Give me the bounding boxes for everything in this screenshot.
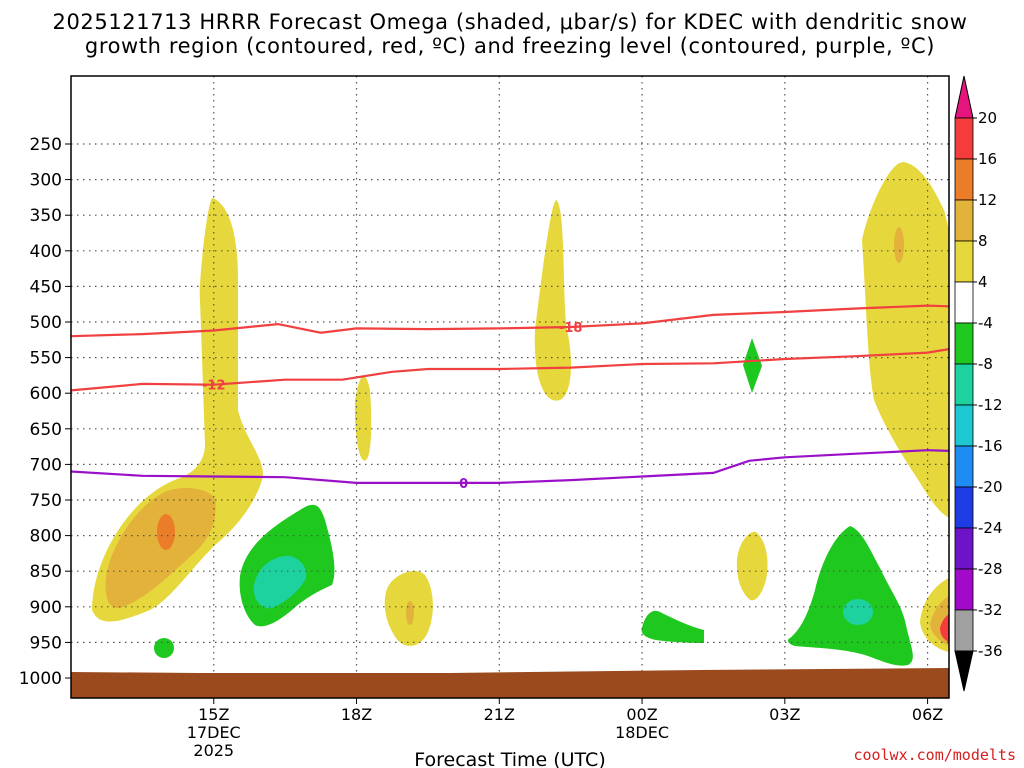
- colorbar-swatch: [954, 199, 974, 242]
- colorbar-swatch: [954, 363, 974, 406]
- colorbar-swatch: [954, 281, 974, 324]
- colorbar-swatch: [954, 322, 974, 365]
- y-tick-label: 350: [30, 206, 62, 226]
- x-tick-label: 00Z: [626, 705, 657, 724]
- y-axis: 250 300 350 400 450 500 550 600 650 700 750 800 850 9…: [19, 135, 71, 689]
- contour-label-0: 0: [459, 477, 468, 492]
- colorbar-swatch: [954, 117, 974, 160]
- y-tick-label: 300: [30, 171, 62, 191]
- colorbar: 20 16 12 8 4 -4 -8 -12 -16 -20 -24 -28 -32 -36: [954, 75, 1003, 692]
- colorbar-label: 12: [978, 191, 997, 209]
- chart-title-line1: 2025121713 HRRR Forecast Omega (shaded, …: [52, 10, 967, 34]
- omega-region-green-15z: [154, 638, 174, 658]
- omega-region-green-05z: [787, 526, 913, 666]
- colorbar-label: 20: [978, 109, 997, 127]
- omega-region-yellow-left: [92, 197, 263, 622]
- y-tick-label: 650: [30, 420, 62, 440]
- contour-label--18: -18: [559, 321, 583, 336]
- colorbar-label: -12: [978, 396, 1003, 414]
- x-tick-label: 03Z: [769, 705, 800, 724]
- colorbar-label: -16: [978, 437, 1003, 455]
- chart-title-line2: growth region (contoured, red, ºC) and f…: [85, 34, 935, 58]
- x-tick-label: 06Z: [912, 705, 943, 724]
- y-tick-label: 450: [30, 277, 62, 297]
- omega-shading: [92, 161, 949, 666]
- x-tick-label: 15Z: [198, 705, 229, 724]
- contour-lines: -18 -12 0: [71, 304, 949, 492]
- colorbar-label: 16: [978, 150, 997, 168]
- contour-line-0: [71, 449, 949, 484]
- colorbar-swatch: [954, 486, 974, 529]
- colorbar-label: 4: [978, 273, 988, 291]
- omega-region-yellow-2230z: [534, 200, 572, 401]
- plot-frame: [70, 75, 950, 699]
- colorbar-label: -32: [978, 601, 1003, 619]
- colorbar-label: 8: [978, 232, 988, 250]
- omega-region-green-01z: [641, 610, 704, 643]
- y-tick-label: 500: [30, 313, 62, 333]
- colorbar-bottom-arrow: [954, 650, 974, 692]
- omega-region-teal-18z: [253, 555, 307, 609]
- x-tick-date: 18DEC: [615, 723, 669, 742]
- y-tick-label: 800: [30, 527, 62, 547]
- colorbar-swatch: [954, 527, 974, 570]
- colorbar-label: -20: [978, 478, 1003, 496]
- x-tick-year: 2025: [193, 741, 234, 760]
- y-tick-label: 400: [30, 242, 62, 262]
- omega-core-20z: [406, 601, 414, 625]
- x-tick-label: 21Z: [484, 705, 515, 724]
- y-tick-label: 700: [30, 455, 62, 475]
- contour-line--12: [71, 348, 949, 392]
- omega-core-left: [157, 514, 175, 550]
- omega-core-06z: [894, 227, 904, 263]
- omega-region-yellow-03z: [736, 531, 768, 601]
- y-tick-label: 900: [30, 598, 62, 618]
- colorbar-top-arrow: [954, 75, 974, 119]
- y-tick-label: 750: [30, 491, 62, 511]
- grid-lines: [71, 76, 949, 698]
- surface-terrain: [71, 668, 949, 698]
- contour-label--12: -12: [202, 379, 226, 394]
- contour-line--18: [71, 304, 949, 338]
- omega-region-yellow-19z: [354, 375, 372, 461]
- omega-region-orange-left: [105, 488, 216, 609]
- y-tick-label: 950: [30, 633, 62, 653]
- colorbar-label: -4: [978, 314, 993, 332]
- colorbar-label: -28: [978, 560, 1003, 578]
- credit-text: coolwx.com/modelts: [853, 746, 1016, 764]
- y-tick-label: 550: [30, 349, 62, 369]
- omega-region-green-03z-aloft: [743, 338, 762, 393]
- y-tick-label: 850: [30, 562, 62, 582]
- colorbar-swatch: [954, 445, 974, 488]
- x-tick-label: 18Z: [341, 705, 372, 724]
- colorbar-label: -8: [978, 355, 993, 373]
- omega-region-red-right-low: [940, 614, 949, 642]
- colorbar-swatch: [954, 609, 974, 652]
- x-axis-label: Forecast Time (UTC): [414, 749, 605, 768]
- colorbar-swatch: [954, 158, 974, 201]
- omega-core-05z: [843, 599, 873, 625]
- colorbar-swatch: [954, 568, 974, 611]
- y-tick-label: 600: [30, 384, 62, 404]
- y-tick-label: 250: [30, 135, 62, 155]
- colorbar-swatch: [954, 240, 974, 283]
- x-tick-date: 17DEC: [187, 723, 241, 742]
- colorbar-label: -24: [978, 519, 1003, 537]
- colorbar-label: -36: [978, 642, 1003, 660]
- y-tick-label: 1000: [19, 669, 62, 689]
- colorbar-swatch: [954, 404, 974, 447]
